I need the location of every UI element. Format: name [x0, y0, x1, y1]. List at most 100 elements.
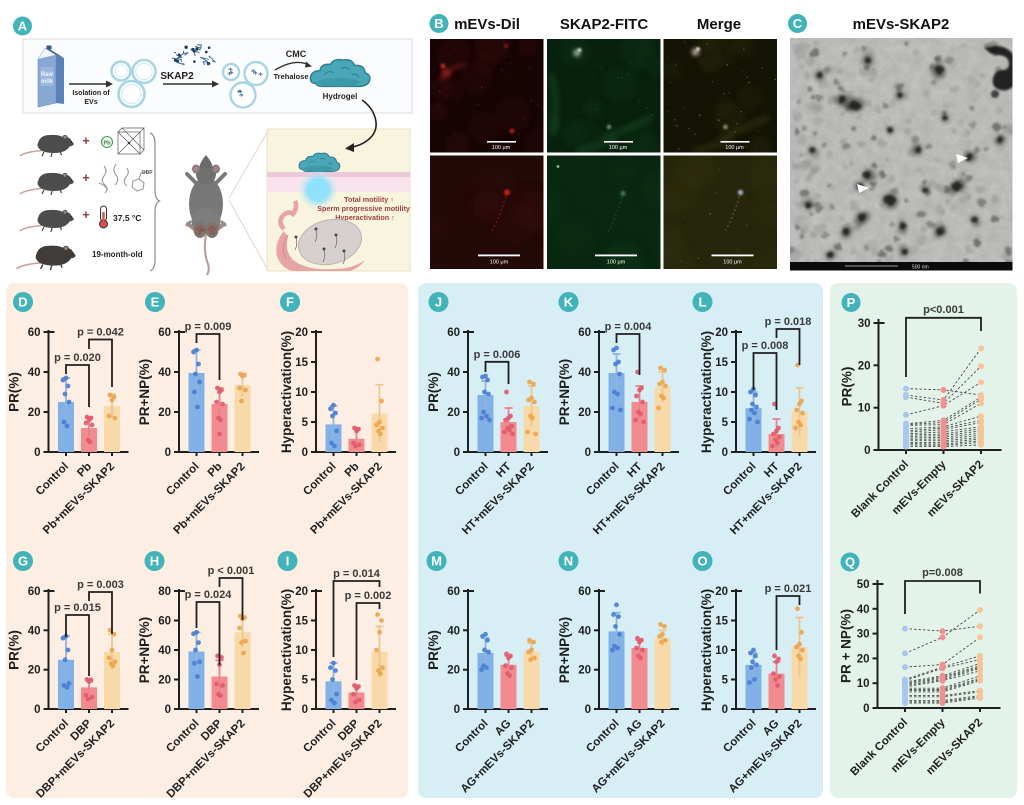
svg-text:20: 20: [295, 327, 308, 339]
svg-text:PR+NP(%): PR+NP(%): [557, 617, 572, 683]
svg-text:p = 0.020: p = 0.020: [54, 352, 101, 364]
svg-text:Hyperactivation(%): Hyperactivation(%): [699, 589, 714, 711]
svg-text:A: A: [18, 19, 28, 34]
svg-text:100 μm: 100 μm: [490, 260, 509, 266]
svg-text:PR(%): PR(%): [426, 630, 441, 670]
svg-text:p = 0.006: p = 0.006: [474, 349, 521, 361]
svg-text:40: 40: [158, 367, 171, 379]
svg-text:20: 20: [447, 407, 460, 419]
svg-text:0: 0: [864, 445, 870, 457]
svg-text:15: 15: [715, 357, 728, 369]
svg-text:20: 20: [28, 407, 41, 419]
svg-text:D: D: [18, 295, 27, 310]
svg-text:p = 0.004: p = 0.004: [605, 321, 653, 333]
svg-text:10: 10: [295, 387, 308, 399]
svg-text:DBP: DBP: [142, 170, 153, 176]
svg-text:Hyperactivation ↑: Hyperactivation ↑: [335, 213, 395, 222]
svg-text:30: 30: [858, 318, 871, 330]
svg-text:0: 0: [722, 704, 728, 716]
svg-text:J: J: [435, 295, 442, 310]
svg-text:N: N: [564, 554, 573, 569]
svg-text:5: 5: [302, 675, 309, 687]
svg-text:100 μm: 100 μm: [607, 260, 626, 266]
svg-text:+: +: [82, 171, 89, 185]
svg-text:L: L: [699, 295, 707, 310]
svg-text:PR(%): PR(%): [426, 372, 441, 412]
svg-text:E: E: [151, 295, 160, 310]
svg-text:Hyperactivation(%): Hyperactivation(%): [699, 331, 714, 453]
svg-text:PR(%): PR(%): [7, 372, 22, 412]
svg-text:60: 60: [447, 327, 460, 339]
svg-text:20: 20: [447, 665, 460, 677]
svg-text:50: 50: [857, 579, 870, 591]
svg-text:80: 80: [158, 586, 171, 598]
svg-text:40: 40: [578, 367, 591, 379]
svg-text:0: 0: [34, 447, 40, 459]
svg-text:G: G: [18, 554, 28, 569]
svg-text:p = 0.003: p = 0.003: [77, 579, 124, 591]
svg-text:15: 15: [715, 616, 728, 628]
svg-text:mEVs-Dil: mEVs-Dil: [454, 16, 520, 33]
svg-text:10: 10: [715, 387, 728, 399]
svg-text:100 μm: 100 μm: [723, 260, 742, 266]
svg-text:p = 0.021: p = 0.021: [765, 583, 812, 595]
svg-text:B: B: [434, 16, 443, 31]
svg-text:0: 0: [863, 703, 869, 715]
svg-text:100 μm: 100 μm: [609, 145, 628, 151]
svg-text:20: 20: [578, 407, 591, 419]
svg-text:5: 5: [722, 417, 729, 429]
svg-text:p = 0.018: p = 0.018: [765, 316, 812, 328]
svg-text:20: 20: [715, 586, 728, 598]
svg-text:p = 0.008: p = 0.008: [742, 340, 789, 352]
svg-text:40: 40: [578, 625, 591, 637]
svg-text:0: 0: [165, 704, 171, 716]
svg-text:+: +: [82, 208, 89, 222]
svg-text:0: 0: [585, 704, 591, 716]
svg-text:Hyperactivation(%): Hyperactivation(%): [279, 331, 294, 453]
svg-text:0: 0: [454, 447, 460, 459]
svg-text:PR+NP(%): PR+NP(%): [137, 617, 152, 683]
svg-text:Pb: Pb: [103, 141, 111, 147]
svg-text:20: 20: [578, 665, 591, 677]
svg-text:0: 0: [722, 447, 728, 459]
svg-text:SKAP2: SKAP2: [160, 71, 194, 82]
svg-text:20: 20: [158, 407, 171, 419]
svg-text:60: 60: [578, 586, 591, 598]
svg-text:p = 0.009: p = 0.009: [185, 321, 232, 333]
svg-text:PR(%): PR(%): [840, 367, 855, 407]
svg-text:60: 60: [28, 586, 41, 598]
svg-text:0: 0: [302, 704, 308, 716]
svg-text:5: 5: [722, 675, 729, 687]
svg-text:K: K: [564, 295, 574, 310]
svg-text:p = 0.024: p = 0.024: [185, 589, 233, 601]
svg-text:Hyperactivation(%): Hyperactivation(%): [279, 589, 294, 711]
svg-text:0: 0: [34, 704, 40, 716]
svg-text:p = 0.014: p = 0.014: [333, 568, 381, 580]
svg-text:p < 0.001: p < 0.001: [208, 565, 255, 577]
svg-text:10: 10: [858, 403, 871, 415]
svg-text:Sperm progressive motility*: Sperm progressive motility*: [317, 204, 413, 213]
svg-text:10: 10: [715, 645, 728, 657]
svg-text:5: 5: [302, 417, 309, 429]
svg-text:0: 0: [585, 447, 591, 459]
svg-text:0: 0: [165, 447, 171, 459]
svg-text:I: I: [286, 554, 290, 569]
svg-text:C: C: [793, 16, 803, 31]
svg-text:F: F: [286, 295, 294, 310]
svg-text:37.5 °C: 37.5 °C: [113, 213, 141, 223]
svg-text:Hydrogel: Hydrogel: [323, 92, 358, 101]
svg-text:p<0.001: p<0.001: [923, 304, 964, 316]
svg-text:20: 20: [858, 360, 871, 372]
svg-text:Raw: Raw: [41, 72, 54, 78]
svg-text:PR + NP(%): PR + NP(%): [839, 609, 854, 683]
svg-text:Merge: Merge: [697, 16, 741, 33]
svg-text:+: +: [82, 134, 89, 148]
svg-text:p=0.008: p=0.008: [922, 567, 963, 579]
svg-text:20: 20: [158, 675, 171, 687]
svg-text:SKAP2-FITC: SKAP2-FITC: [560, 16, 649, 33]
svg-text:100 μm: 100 μm: [725, 145, 744, 151]
svg-text:PR+NP(%): PR+NP(%): [137, 359, 152, 425]
svg-text:40: 40: [447, 367, 460, 379]
svg-text:H: H: [150, 554, 159, 569]
svg-text:60: 60: [158, 327, 171, 339]
